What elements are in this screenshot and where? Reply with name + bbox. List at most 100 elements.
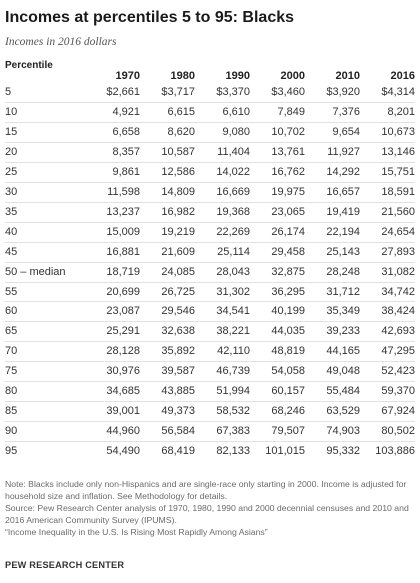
- income-value: 28,248: [326, 265, 360, 278]
- table-row: 20 8,357 10,587 11,404 13,761 11,927 13,146: [5, 142, 415, 163]
- table-body: 5 $2,661 $3,717 $3,370 $3,460 $3,920 $4,314 10 4…: [5, 83, 415, 461]
- income-value: 13,146: [381, 145, 415, 158]
- income-value: 15,751: [381, 165, 415, 178]
- income-value: $4,314: [381, 86, 415, 98]
- income-value: $2,661: [106, 86, 140, 98]
- income-value: 24,085: [161, 265, 195, 278]
- income-value: 49,048: [326, 365, 360, 378]
- income-value: 51,994: [216, 385, 250, 398]
- column-header-year: 1990: [225, 70, 250, 82]
- table-row: 90 44,960 56,584 67,383 79,507 74,903 80,502: [5, 422, 415, 442]
- table-row: 35 13,237 16,982 19,368 23,065 19,419 21,560: [5, 202, 415, 223]
- income-value: 11,404: [217, 145, 250, 158]
- income-value: 9,080: [222, 125, 250, 138]
- income-value: 44,960: [106, 425, 140, 438]
- income-value: 30,976: [106, 365, 140, 378]
- income-value: 16,669: [216, 185, 250, 198]
- income-value: $3,717: [161, 86, 195, 98]
- income-value: 23,087: [106, 305, 140, 318]
- income-value: 34,685: [106, 385, 140, 398]
- percentile-label: 70: [5, 345, 18, 358]
- income-value: 38,424: [381, 305, 415, 318]
- income-value: 28,043: [216, 265, 250, 278]
- income-value: 39,587: [161, 365, 195, 378]
- percentile-label: 20: [5, 145, 18, 158]
- percentile-label: 25: [5, 165, 18, 178]
- income-value: 34,541: [216, 305, 250, 318]
- income-value: 16,657: [326, 185, 360, 198]
- income-value: 44,035: [271, 325, 305, 338]
- table-row: 40 15,009 19,219 22,269 26,174 22,194 24,654: [5, 222, 415, 243]
- income-value: 8,357: [112, 145, 140, 158]
- percentile-label: 75: [5, 365, 18, 378]
- percentile-label: 30: [5, 185, 18, 198]
- income-value: 54,058: [271, 365, 305, 378]
- percentile-label: 10: [5, 105, 18, 118]
- income-value: 24,654: [381, 225, 415, 238]
- income-value: 25,291: [106, 325, 140, 338]
- income-value: 54,490: [106, 445, 140, 458]
- income-value: 35,892: [161, 345, 195, 358]
- income-value: 15,009: [106, 225, 140, 238]
- percentile-label: 55: [5, 285, 18, 298]
- table-row: 75 30,976 39,587 46,739 54,058 49,048 52,423: [5, 362, 415, 382]
- percentile-label: 60: [5, 305, 18, 318]
- income-value: 47,295: [381, 345, 415, 358]
- header-row-years: 1970 1980 1990 2000 2010 2016: [5, 70, 415, 83]
- income-value: 58,532: [216, 405, 250, 418]
- notes-block: Note: Blacks include only non-Hispanics …: [5, 478, 415, 538]
- table-row: 95 54,490 68,419 82,133 101,015 95,332 103,886: [5, 442, 415, 461]
- income-value: 13,237: [106, 205, 140, 218]
- income-value: 8,201: [387, 105, 415, 118]
- income-value: 43,885: [161, 385, 195, 398]
- income-value: 56,584: [161, 425, 195, 438]
- income-value: 20,699: [106, 285, 140, 298]
- income-value: 67,383: [216, 425, 250, 438]
- table-row: 50 – median 18,719 24,085 28,043 32,875 28,24…: [5, 262, 415, 283]
- income-value: $3,460: [271, 86, 305, 98]
- table-row: 65 25,291 32,638 38,221 44,035 39,233 42,693: [5, 322, 415, 342]
- income-value: 27,893: [381, 245, 415, 258]
- row-header-label: Percentile: [5, 60, 53, 71]
- income-value: 60,157: [271, 385, 305, 398]
- income-value: 14,022: [216, 165, 250, 178]
- percentile-label: 40: [5, 225, 18, 238]
- income-value: 82,133: [216, 445, 250, 458]
- income-value: 6,615: [167, 105, 195, 118]
- income-value: 6,658: [112, 125, 140, 138]
- income-value: 42,693: [381, 325, 415, 338]
- income-value: 19,219: [161, 225, 195, 238]
- income-value: 16,762: [271, 165, 305, 178]
- income-value: 52,423: [381, 365, 415, 378]
- income-value: 28,128: [106, 345, 140, 358]
- income-value: 36,295: [271, 285, 305, 298]
- income-value: 31,082: [381, 265, 415, 278]
- income-value: 31,712: [326, 285, 360, 298]
- income-value: 31,302: [216, 285, 250, 298]
- income-value: 79,507: [271, 425, 305, 438]
- income-value: 68,419: [161, 445, 195, 458]
- income-value: 32,875: [271, 265, 305, 278]
- income-value: 7,376: [332, 105, 360, 118]
- income-table-container: Percentile 1970 1980 1990 2000 2010 2016 5 $2,…: [5, 61, 415, 461]
- income-value: 25,143: [326, 245, 360, 258]
- column-header-year: 1980: [170, 70, 195, 82]
- income-value: 22,269: [216, 225, 250, 238]
- column-header-year: 2016: [390, 70, 415, 82]
- income-value: 11,927: [327, 145, 360, 158]
- percentile-label: 5: [5, 86, 12, 98]
- table-row: 70 28,128 35,892 42,110 48,819 44,165 47,295: [5, 342, 415, 362]
- income-value: 74,903: [326, 425, 360, 438]
- income-value: 4,921: [112, 105, 140, 118]
- income-value: 9,654: [332, 125, 360, 138]
- chart-title: Incomes at percentiles 5 to 95: Blacks: [5, 9, 295, 26]
- percentile-label: 80: [5, 385, 18, 398]
- income-value: 29,458: [271, 245, 305, 258]
- income-value: 13,761: [271, 145, 305, 158]
- table-row: 5 $2,661 $3,717 $3,370 $3,460 $3,920 $4,314: [5, 83, 415, 103]
- income-value: 19,975: [271, 185, 305, 198]
- income-value: 68,246: [271, 405, 305, 418]
- income-value: 59,370: [381, 385, 415, 398]
- income-value: 9,861: [112, 165, 140, 178]
